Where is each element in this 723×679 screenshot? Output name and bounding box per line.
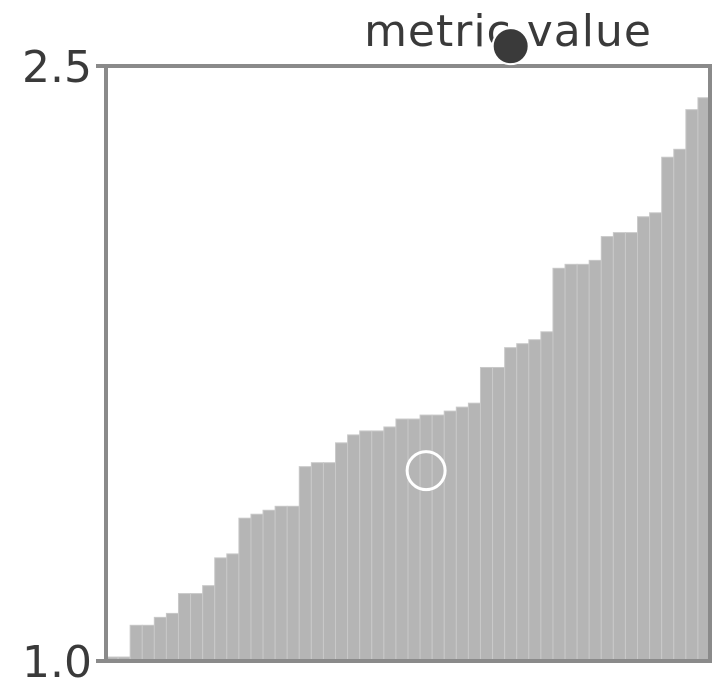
bar (274, 505, 288, 662)
filled-marker (491, 27, 530, 66)
bar (661, 156, 675, 662)
bar (383, 426, 397, 662)
bar (516, 343, 530, 662)
bar (214, 557, 228, 662)
bar (540, 331, 554, 662)
bar (479, 366, 494, 662)
bar (467, 402, 481, 662)
bar (576, 263, 590, 662)
bar (371, 430, 385, 662)
bar (238, 517, 252, 662)
bar (359, 430, 373, 662)
bar (298, 466, 312, 662)
plot-frame (104, 64, 712, 663)
bar (262, 509, 276, 662)
y-tick-label: 1.0 (22, 637, 92, 679)
bar (673, 148, 687, 662)
open-marker (405, 450, 447, 492)
bar (600, 236, 614, 662)
bar (310, 462, 324, 662)
bar (129, 624, 143, 662)
bar (395, 418, 409, 662)
bar (165, 612, 179, 662)
y-ticks: 1.0 2.5 (22, 42, 106, 679)
bar (335, 442, 349, 662)
bar (322, 462, 337, 662)
bar (637, 216, 651, 662)
bar (588, 259, 602, 662)
bar (226, 553, 240, 662)
markers-group (405, 27, 530, 492)
bar (141, 624, 155, 662)
bar (685, 109, 699, 662)
bar (624, 232, 639, 662)
bar (202, 585, 216, 662)
bar (504, 347, 518, 662)
bar (492, 366, 506, 662)
bar (552, 267, 566, 662)
bar (564, 263, 578, 662)
y-tick-label: 2.5 (22, 42, 92, 93)
bar (286, 505, 300, 662)
bar (190, 593, 204, 662)
bar (649, 212, 663, 662)
bar (177, 593, 192, 662)
bar (153, 616, 167, 662)
bar (443, 410, 457, 662)
bar (347, 434, 361, 662)
bar (612, 232, 626, 662)
bar (528, 339, 542, 662)
bars-group (105, 97, 711, 662)
bar (455, 406, 469, 662)
bar (250, 513, 264, 662)
